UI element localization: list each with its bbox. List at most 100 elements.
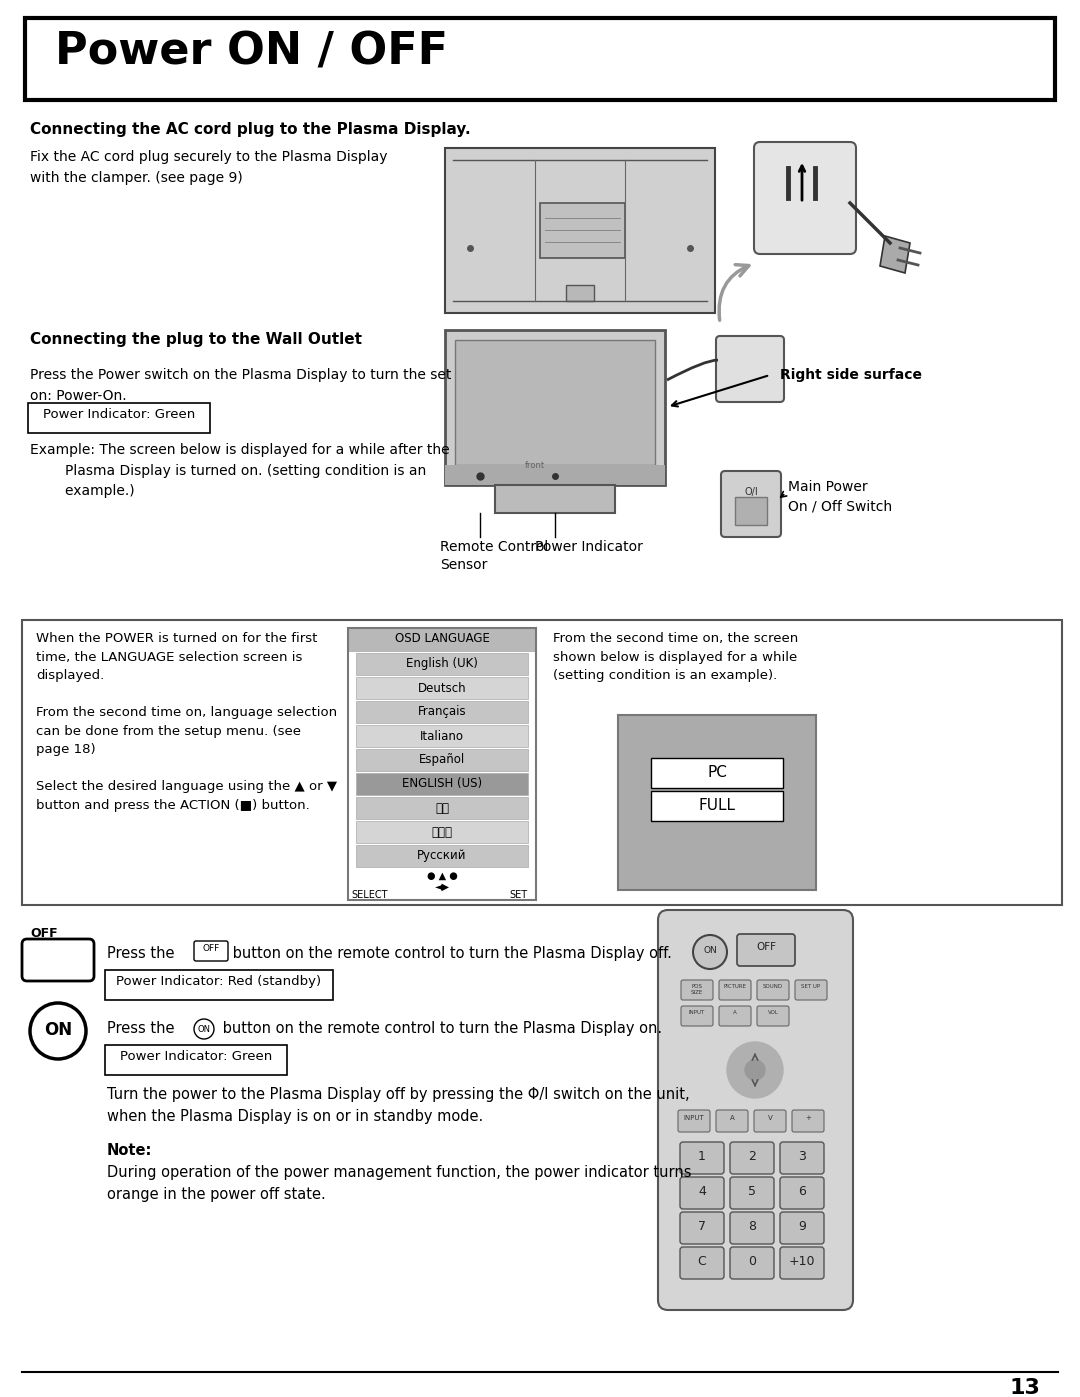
Text: OFF: OFF [756, 942, 777, 951]
Circle shape [30, 1003, 86, 1059]
Text: 8: 8 [748, 1220, 756, 1234]
FancyBboxPatch shape [651, 759, 783, 788]
Text: When the POWER is turned on for the first
time, the LANGUAGE selection screen is: When the POWER is turned on for the firs… [36, 631, 337, 812]
FancyBboxPatch shape [780, 1248, 824, 1280]
Text: SOUND: SOUND [762, 983, 783, 989]
Text: OFF: OFF [202, 944, 219, 953]
FancyBboxPatch shape [730, 1248, 774, 1280]
FancyBboxPatch shape [780, 1178, 824, 1208]
Text: A: A [733, 1010, 737, 1016]
Text: button on the remote control to turn the Plasma Display on.: button on the remote control to turn the… [218, 1021, 662, 1037]
Bar [356, 701, 528, 724]
Text: ON: ON [44, 1021, 72, 1039]
Text: front: front [525, 461, 545, 469]
Text: ENGLISH (US): ENGLISH (US) [402, 778, 482, 791]
Bar [348, 629, 536, 900]
FancyBboxPatch shape [25, 18, 1055, 101]
Bar [356, 773, 528, 795]
Text: PICTURE: PICTURE [724, 983, 746, 989]
FancyBboxPatch shape [678, 1111, 710, 1132]
Text: 13: 13 [1009, 1377, 1040, 1397]
FancyBboxPatch shape [22, 620, 1062, 905]
Text: 5: 5 [748, 1185, 756, 1199]
Text: Power Indicator: Red (standby): Power Indicator: Red (standby) [117, 975, 322, 988]
Text: SELECT: SELECT [352, 890, 388, 900]
Text: 中文: 中文 [435, 802, 449, 814]
Text: INPUT: INPUT [684, 1115, 704, 1120]
Text: ◄▶: ◄▶ [434, 882, 449, 893]
FancyBboxPatch shape [792, 1111, 824, 1132]
FancyBboxPatch shape [719, 981, 751, 1000]
Bar [735, 497, 767, 525]
Text: Turn the power to the Plasma Display off by pressing the Φ/I switch on the unit,: Turn the power to the Plasma Display off… [107, 1087, 690, 1125]
Text: A: A [730, 1115, 734, 1120]
Text: 0: 0 [748, 1255, 756, 1268]
Text: button on the remote control to turn the Plasma Display off.: button on the remote control to turn the… [228, 946, 672, 961]
Text: 9: 9 [798, 1220, 806, 1234]
Text: English (UK): English (UK) [406, 658, 478, 671]
Text: 日本語: 日本語 [432, 826, 453, 838]
FancyBboxPatch shape [795, 981, 827, 1000]
Bar [356, 845, 528, 868]
Text: Right side surface: Right side surface [780, 367, 922, 381]
Text: Press the: Press the [107, 946, 179, 961]
FancyBboxPatch shape [716, 337, 784, 402]
Bar [540, 203, 625, 258]
Bar [356, 821, 528, 842]
Text: ON: ON [198, 1025, 211, 1034]
FancyBboxPatch shape [680, 1178, 724, 1208]
Bar [356, 798, 528, 819]
Text: O/I: O/I [744, 488, 758, 497]
Text: Italiano: Italiano [420, 729, 464, 742]
Text: Deutsch: Deutsch [418, 682, 467, 694]
Polygon shape [880, 236, 910, 272]
Text: Power Indicator: Green: Power Indicator: Green [120, 1051, 272, 1063]
Text: OSD LANGUAGE: OSD LANGUAGE [394, 631, 489, 645]
FancyBboxPatch shape [651, 791, 783, 821]
FancyBboxPatch shape [680, 1213, 724, 1243]
Text: Fix the AC cord plug securely to the Plasma Display
with the clamper. (see page : Fix the AC cord plug securely to the Pla… [30, 149, 388, 184]
Circle shape [194, 1018, 214, 1039]
Text: Note:: Note: [107, 1143, 152, 1158]
Text: 3: 3 [798, 1150, 806, 1162]
Text: Power Indicator: Green: Power Indicator: Green [43, 408, 195, 420]
FancyBboxPatch shape [680, 1141, 724, 1173]
Bar [356, 652, 528, 675]
Text: 1: 1 [698, 1150, 706, 1162]
Text: ● ▲ ●: ● ▲ ● [427, 870, 457, 882]
FancyBboxPatch shape [757, 1006, 789, 1025]
FancyBboxPatch shape [194, 942, 228, 961]
Bar [356, 678, 528, 698]
Text: Press the Power switch on the Plasma Display to turn the set
on: Power-On.: Press the Power switch on the Plasma Dis… [30, 367, 451, 402]
Circle shape [745, 1060, 765, 1080]
FancyBboxPatch shape [730, 1141, 774, 1173]
FancyBboxPatch shape [658, 909, 853, 1310]
Text: Connecting the AC cord plug to the Plasma Display.: Connecting the AC cord plug to the Plasm… [30, 122, 471, 137]
FancyBboxPatch shape [22, 939, 94, 981]
Bar [455, 339, 654, 465]
Text: Press the: Press the [107, 1021, 179, 1037]
FancyBboxPatch shape [681, 1006, 713, 1025]
Text: +: + [805, 1115, 811, 1120]
Text: Example: The screen below is displayed for a while after the
        Plasma Disp: Example: The screen below is displayed f… [30, 443, 449, 499]
Text: POS
SIZE: POS SIZE [691, 983, 703, 995]
Text: PC: PC [707, 766, 727, 780]
Text: Español: Español [419, 753, 465, 767]
FancyBboxPatch shape [105, 970, 333, 1000]
Text: C: C [698, 1255, 706, 1268]
Text: ON: ON [703, 946, 717, 956]
FancyBboxPatch shape [680, 1248, 724, 1280]
FancyBboxPatch shape [780, 1213, 824, 1243]
Text: 7: 7 [698, 1220, 706, 1234]
Bar [445, 465, 665, 485]
Text: Power ON / OFF: Power ON / OFF [55, 29, 448, 73]
Text: SET UP: SET UP [801, 983, 821, 989]
Bar [356, 749, 528, 771]
Bar [495, 485, 615, 513]
FancyBboxPatch shape [730, 1213, 774, 1243]
Text: 6: 6 [798, 1185, 806, 1199]
FancyBboxPatch shape [754, 142, 856, 254]
Text: Français: Français [418, 705, 467, 718]
FancyBboxPatch shape [737, 935, 795, 965]
Bar [445, 148, 715, 313]
